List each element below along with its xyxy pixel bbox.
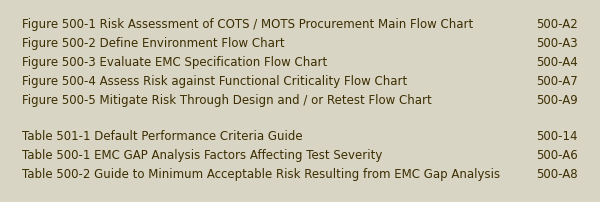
Text: 500-A6: 500-A6 (536, 148, 578, 161)
Text: 500-14: 500-14 (536, 129, 578, 142)
Text: Table 500-1 EMC GAP Analysis Factors Affecting Test Severity: Table 500-1 EMC GAP Analysis Factors Aff… (22, 148, 382, 161)
Text: Figure 500-5 Mitigate Risk Through Design and / or Retest Flow Chart: Figure 500-5 Mitigate Risk Through Desig… (22, 94, 432, 106)
Text: Figure 500-2 Define Environment Flow Chart: Figure 500-2 Define Environment Flow Cha… (22, 37, 284, 50)
Text: Table 501-1 Default Performance Criteria Guide: Table 501-1 Default Performance Criteria… (22, 129, 302, 142)
Text: Figure 500-4 Assess Risk against Functional Criticality Flow Chart: Figure 500-4 Assess Risk against Functio… (22, 75, 407, 87)
Text: Figure 500-3 Evaluate EMC Specification Flow Chart: Figure 500-3 Evaluate EMC Specification … (22, 56, 327, 69)
Text: Table 500-2 Guide to Minimum Acceptable Risk Resulting from EMC Gap Analysis: Table 500-2 Guide to Minimum Acceptable … (22, 167, 500, 180)
Text: Figure 500-1 Risk Assessment of COTS / MOTS Procurement Main Flow Chart: Figure 500-1 Risk Assessment of COTS / M… (22, 18, 473, 31)
Text: 500-A4: 500-A4 (536, 56, 578, 69)
Text: 500-A8: 500-A8 (536, 167, 578, 180)
Text: 500-A2: 500-A2 (536, 18, 578, 31)
Text: 500-A9: 500-A9 (536, 94, 578, 106)
Text: 500-A7: 500-A7 (536, 75, 578, 87)
Text: 500-A3: 500-A3 (536, 37, 578, 50)
